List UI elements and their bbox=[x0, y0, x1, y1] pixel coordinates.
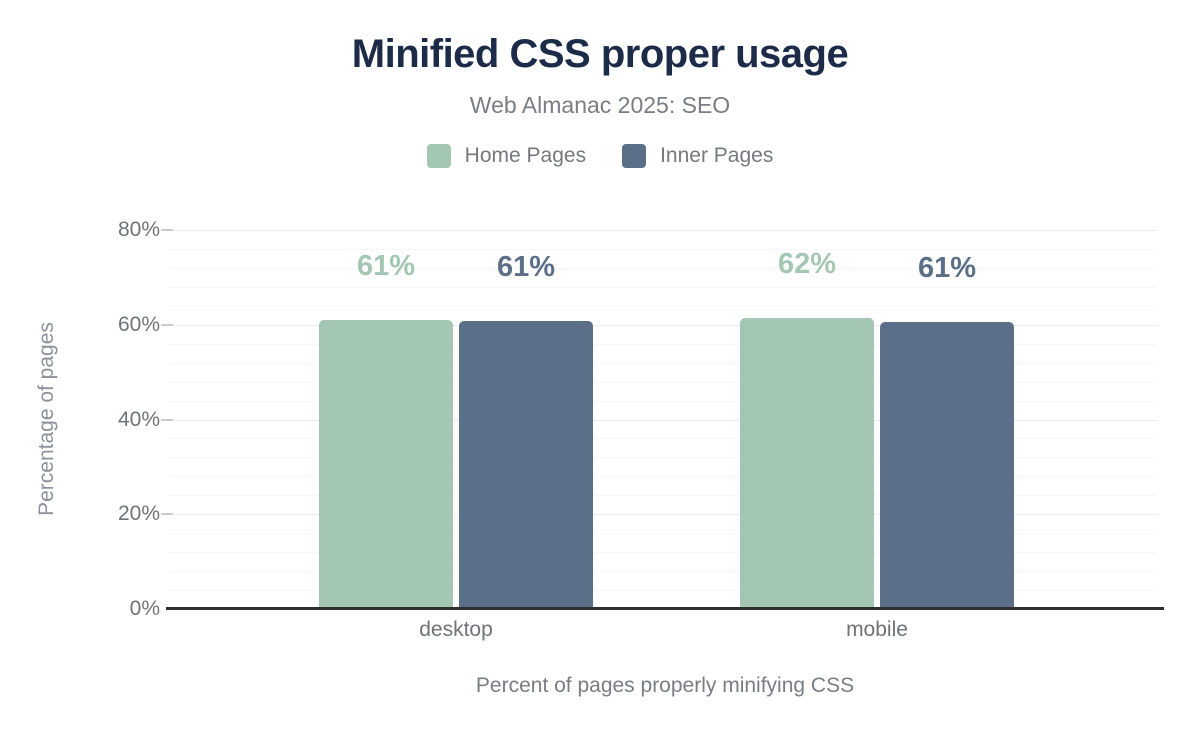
legend-label-inner-pages: Inner Pages bbox=[660, 144, 774, 167]
gridline-minor bbox=[169, 343, 1157, 345]
gridline-minor bbox=[169, 438, 1157, 440]
bar-value-label: 61% bbox=[356, 250, 416, 282]
gridline-minor bbox=[169, 286, 1157, 288]
y-tick-label: 20% bbox=[117, 502, 160, 526]
x-category-label-desktop: desktop bbox=[419, 618, 493, 641]
legend-label-home-pages: Home Pages bbox=[464, 144, 587, 167]
y-tick-label: 80% bbox=[117, 218, 160, 241]
y-tick-label: 0% bbox=[129, 597, 160, 620]
bar-mobile-home-pages[interactable] bbox=[740, 317, 874, 609]
x-axis-line bbox=[166, 607, 1164, 610]
gridline-minor bbox=[169, 248, 1157, 250]
gridline-minor bbox=[169, 552, 1157, 554]
gridline-minor bbox=[169, 457, 1157, 459]
gridline-major bbox=[169, 324, 1157, 326]
x-axis-caption: Percent of pages properly minifying CSS bbox=[475, 674, 855, 697]
legend-item-inner-pages: Inner Pages bbox=[622, 144, 773, 168]
gridline-minor bbox=[169, 305, 1157, 307]
y-tick-mark bbox=[161, 513, 173, 516]
bar-desktop-home-pages[interactable] bbox=[319, 320, 453, 609]
chart-title: Minified CSS proper usage bbox=[351, 32, 849, 76]
bar-desktop-inner-pages[interactable] bbox=[459, 320, 593, 609]
gridline-minor bbox=[169, 571, 1157, 573]
chart-subtitle: Web Almanac 2025: SEO bbox=[469, 92, 731, 118]
gridline-major bbox=[169, 514, 1157, 516]
legend-item-home-pages: Home Pages bbox=[426, 144, 587, 168]
inner-pages-swatch-icon bbox=[622, 144, 647, 168]
legend: Home Pages Inner Pages bbox=[0, 142, 1200, 170]
bar-value-label: 62% bbox=[777, 247, 837, 280]
bar-mobile-inner-pages[interactable] bbox=[880, 321, 1014, 609]
bar-value-label: 61% bbox=[496, 250, 556, 283]
home-pages-swatch-icon bbox=[426, 144, 451, 168]
x-category-label-mobile: mobile bbox=[846, 618, 908, 641]
gridline-minor bbox=[169, 533, 1157, 535]
y-tick-mark bbox=[161, 323, 173, 326]
gridline-minor bbox=[169, 400, 1157, 402]
bar-value-label: 61% bbox=[917, 251, 977, 284]
y-axis-title: Percentage of pages bbox=[35, 322, 58, 516]
y-tick-label: 60% bbox=[117, 312, 160, 336]
gridline-minor bbox=[169, 476, 1157, 478]
plot-area: 61% 61% 62% 61% bbox=[169, 230, 1157, 609]
gridline-major bbox=[169, 230, 1157, 231]
gridline-minor bbox=[169, 381, 1157, 383]
gridline-minor bbox=[169, 590, 1157, 592]
y-tick-mark bbox=[161, 229, 173, 231]
y-tick-mark bbox=[161, 418, 173, 421]
gridline-major bbox=[169, 419, 1157, 421]
y-tick-label: 40% bbox=[117, 407, 160, 431]
gridline-minor bbox=[169, 267, 1157, 269]
gridline-minor bbox=[169, 362, 1157, 364]
gridline-minor bbox=[169, 495, 1157, 497]
